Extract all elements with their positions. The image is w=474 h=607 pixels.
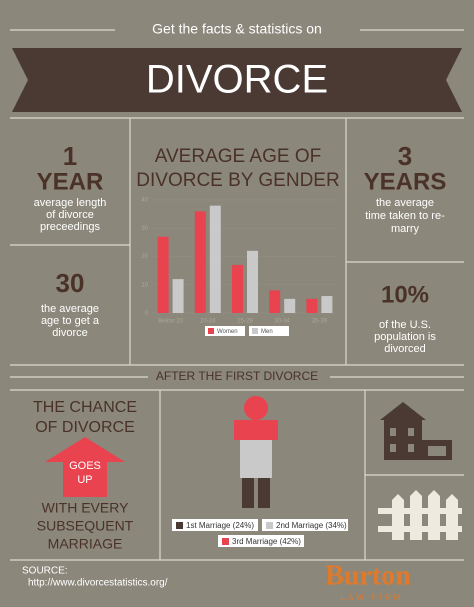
text-line: marry — [391, 223, 420, 235]
x-tick-label: 35-39 — [312, 319, 328, 325]
bar — [269, 290, 281, 313]
logo-name: Burton — [325, 560, 411, 591]
legend-label: 1st Marriage (24%) — [186, 521, 254, 530]
text-line: SUBSEQUENT — [37, 518, 134, 534]
text-line: divorced — [384, 343, 426, 355]
bar — [157, 236, 169, 313]
source-url: http://www.divorcestatistics.org/ — [28, 578, 168, 589]
stat-number: 10% — [381, 281, 429, 308]
bar — [284, 298, 296, 313]
bar — [172, 279, 184, 313]
stat-number: 30 — [56, 268, 85, 298]
y-tick-label: 0 — [145, 311, 149, 317]
y-tick-label: 10 — [141, 282, 148, 288]
x-tick-label: Below 20 — [158, 319, 183, 325]
x-tick-label: 30-34 — [275, 319, 291, 325]
stat-number: 3 — [398, 141, 412, 171]
text-line: population is — [374, 331, 436, 343]
y-tick-label: 30 — [141, 226, 148, 232]
person-icon — [234, 396, 278, 508]
logo-tagline: LAW FIRM — [341, 593, 404, 602]
text-line: of divorce — [46, 209, 94, 221]
bar — [321, 296, 333, 313]
text-line: OF DIVORCE — [35, 419, 135, 436]
y-tick-label: 40 — [141, 198, 148, 204]
stat-number: 1 — [63, 141, 77, 171]
source-label: SOURCE: — [22, 566, 68, 577]
house-icon — [380, 402, 452, 460]
text-line: WITH EVERY — [42, 500, 130, 516]
bar — [194, 211, 206, 313]
text-line: THE CHANCE — [33, 399, 137, 416]
text-line: preceedings — [40, 221, 100, 233]
text-line: time taken to re- — [365, 210, 445, 222]
text-line: MARRIAGE — [48, 536, 123, 552]
text-line: the average — [41, 303, 99, 315]
text-line: average length — [34, 197, 107, 209]
text-line: DIVORCE BY GENDER — [136, 170, 339, 191]
fence-icon — [378, 490, 462, 540]
title: DIVORCE — [146, 58, 328, 102]
bottom-legend: 1st Marriage (24%) 2nd Marriage (34%) 3r… — [172, 519, 348, 547]
text-line: of the U.S. — [379, 319, 431, 331]
bar — [247, 250, 258, 313]
arrow-up — [45, 437, 125, 497]
text-line: AVERAGE AGE OF — [155, 146, 321, 167]
text-line: the average — [376, 197, 434, 209]
legend-box — [249, 326, 289, 336]
intro: Get the facts & statistics on — [152, 21, 322, 37]
x-tick-label: 25-29 — [237, 319, 253, 325]
legend-swatch — [208, 328, 214, 334]
frame-lines — [10, 29, 464, 561]
title-banner — [12, 48, 462, 112]
section-title: AFTER THE FIRST DIVORCE — [156, 369, 318, 383]
text-line: age to get a — [41, 315, 100, 327]
bar — [232, 264, 243, 313]
legend-swatch — [252, 328, 258, 334]
legend-label: 2nd Marriage (34%) — [276, 521, 347, 530]
bar — [306, 298, 318, 313]
legend-label: 3rd Marriage (42%) — [232, 537, 301, 546]
text-line: GOES — [69, 460, 101, 472]
bar — [209, 205, 221, 313]
text-line: divorce — [52, 327, 87, 339]
stat-unit: YEARS — [364, 168, 447, 195]
stat-unit: YEAR — [37, 168, 104, 195]
text-line: UP — [77, 474, 92, 486]
legend-label: Women — [217, 329, 238, 335]
y-tick-label: 20 — [141, 254, 148, 260]
legend-box — [205, 326, 245, 336]
legend-label: Men — [261, 329, 273, 335]
x-tick-label: 20-24 — [200, 319, 216, 325]
